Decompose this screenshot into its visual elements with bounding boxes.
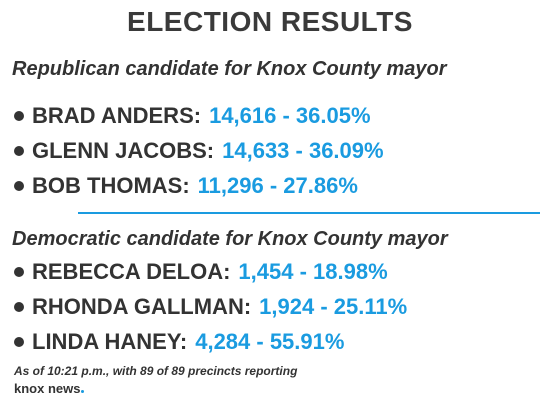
- candidate-result: 4,284 - 55.91%: [195, 329, 345, 354]
- candidate-row: LINDA HANEY: 4,284 - 55.91%: [12, 329, 344, 355]
- candidate-name: GLENN JACOBS:: [32, 138, 215, 163]
- candidate-row: BOB THOMAS: 11,296 - 27.86%: [12, 173, 358, 199]
- logo-dot: [81, 390, 85, 393]
- candidate-name: BRAD ANDERS:: [32, 103, 202, 128]
- bullet: [14, 267, 24, 277]
- candidate-result: 14,633 - 36.09%: [222, 138, 384, 163]
- bullet: [14, 146, 24, 156]
- candidate-result: 1,454 - 18.98%: [238, 259, 388, 284]
- bullet: [14, 111, 24, 121]
- bullet: [14, 337, 24, 347]
- section-heading: Democratic candidate for Knox County may…: [12, 228, 448, 250]
- section-heading: Republican candidate for Knox County may…: [12, 58, 447, 80]
- divider: [78, 212, 540, 214]
- candidate-name: REBECCA DELOA:: [32, 259, 231, 284]
- candidate-name: BOB THOMAS:: [32, 173, 190, 198]
- candidate-name: LINDA HANEY:: [32, 329, 188, 354]
- candidate-row: GLENN JACOBS: 14,633 - 36.09%: [12, 138, 384, 164]
- logo-text: knox news: [14, 381, 81, 396]
- logo: knox news: [14, 381, 85, 396]
- candidate-result: 11,296 - 27.86%: [197, 173, 358, 198]
- candidate-row: REBECCA DELOA: 1,454 - 18.98%: [12, 259, 388, 285]
- note: As of 10:21 p.m., with 89 of 89 precinct…: [14, 364, 298, 378]
- candidate-result: 1,924 - 25.11%: [259, 294, 408, 319]
- bullet: [14, 302, 24, 312]
- title: ELECTION RESULTS: [127, 6, 413, 37]
- bullet: [14, 181, 24, 191]
- candidate-row: RHONDA GALLMAN: 1,924 - 25.11%: [12, 294, 407, 320]
- candidate-name: RHONDA GALLMAN:: [32, 294, 252, 319]
- candidate-result: 14,616 - 36.05%: [209, 103, 371, 128]
- candidate-row: BRAD ANDERS: 14,616 - 36.05%: [12, 103, 371, 129]
